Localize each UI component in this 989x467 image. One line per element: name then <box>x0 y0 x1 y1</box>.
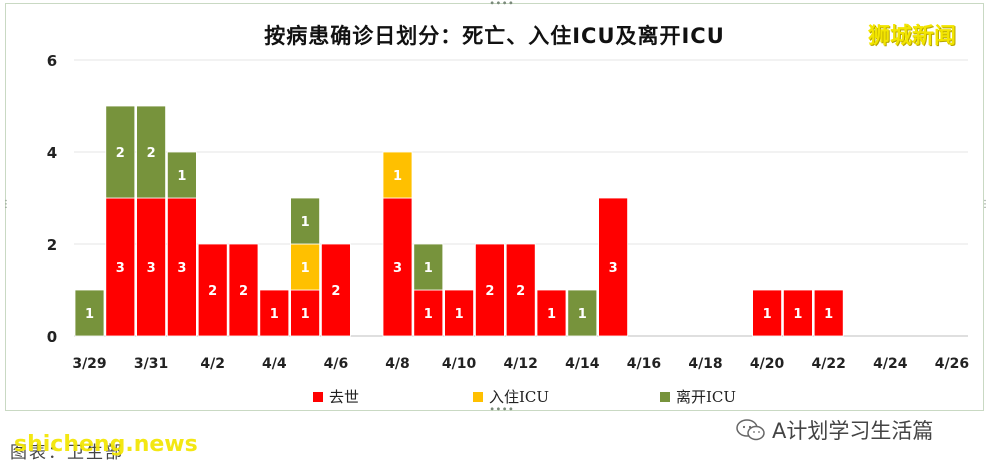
legend-item-deaths: 去世 <box>313 386 359 407</box>
legend-item-icu-out: 离开ICU <box>660 386 736 407</box>
x-tick-label: 3/29 <box>72 356 106 372</box>
legend-swatch-icu-in <box>473 391 483 402</box>
x-tick-label: 4/18 <box>688 356 722 372</box>
legend-label-icu-out: 离开ICU <box>676 388 737 406</box>
bar-value-label: 3 <box>177 261 186 276</box>
chart-legend: 去世 入住ICU 离开ICU <box>0 386 989 406</box>
bar-segment <box>567 289 598 337</box>
watermark-text: shicheng.news <box>14 432 198 457</box>
bar-segment <box>382 197 413 337</box>
bar-value-label: 2 <box>516 284 525 299</box>
bar-segment <box>228 243 259 337</box>
resize-handle-bottom[interactable]: ∙∙∙∙ <box>489 404 515 415</box>
bar-value-label: 1 <box>793 307 802 322</box>
x-tick-label: 4/2 <box>200 356 225 372</box>
bar-value-label: 1 <box>455 307 464 322</box>
bar-value-label: 1 <box>547 307 556 322</box>
bar-value-label: 2 <box>147 146 156 161</box>
x-tick-label: 4/4 <box>262 356 287 372</box>
bar-segment <box>536 289 567 337</box>
y-tick-label: 0 <box>47 328 57 346</box>
figure-caption: 图表：卫生部 <box>10 443 124 463</box>
bar-segment <box>197 243 228 337</box>
y-tick-label: 6 <box>47 52 57 70</box>
bar-value-label: 1 <box>301 261 310 276</box>
x-tick-label: 4/14 <box>565 356 600 372</box>
x-tick-label: 4/22 <box>812 356 846 372</box>
resize-handle-right[interactable]: ⋮ <box>980 199 989 210</box>
x-tick-label: 4/12 <box>504 356 538 372</box>
x-tick-label: 4/6 <box>324 356 349 372</box>
bar-segment <box>74 289 105 337</box>
x-tick-label: 4/8 <box>385 356 410 372</box>
y-tick-label: 2 <box>47 236 57 254</box>
bar-segment <box>444 289 475 337</box>
bar-segment <box>783 289 813 337</box>
bar-segment <box>290 243 321 291</box>
y-tick-label: 4 <box>47 144 57 162</box>
x-tick-label: 4/10 <box>442 356 477 372</box>
bar-segment <box>752 289 782 337</box>
x-tick-label: 4/20 <box>750 356 785 372</box>
wechat-account-name: A计划学习生活篇 <box>772 419 934 443</box>
bar-value-label: 1 <box>393 169 402 184</box>
bar-value-label: 1 <box>424 261 433 276</box>
bar-segment <box>382 151 413 199</box>
bar-value-label: 1 <box>763 307 772 322</box>
bar-value-label: 1 <box>270 307 279 322</box>
bar-value-label: 1 <box>424 307 433 322</box>
bar-value-label: 1 <box>824 307 833 322</box>
x-tick-label: 4/24 <box>873 356 908 372</box>
resize-handle-top[interactable]: ∙∙∙∙ <box>489 0 515 9</box>
legend-label-icu-in: 入住ICU <box>489 388 550 406</box>
bar-segment <box>105 105 136 199</box>
bar-segment <box>136 197 167 337</box>
bar-segment <box>413 289 444 337</box>
bar-segment <box>105 197 136 337</box>
wechat-icon <box>736 419 765 441</box>
bar-value-label: 3 <box>147 261 156 276</box>
legend-swatch-icu-out <box>660 391 670 402</box>
bar-value-label: 2 <box>208 284 217 299</box>
bar-segment <box>166 197 197 337</box>
bar-segment <box>413 243 444 291</box>
legend-label-deaths: 去世 <box>329 388 360 406</box>
bar-segment <box>474 243 505 337</box>
bar-segment <box>290 197 321 245</box>
bar-segment <box>136 105 167 199</box>
bar-value-label: 1 <box>301 215 310 230</box>
bar-value-label: 1 <box>301 307 310 322</box>
bar-value-label: 2 <box>116 146 125 161</box>
bar-value-label: 3 <box>116 261 125 276</box>
bar-value-label: 2 <box>485 284 494 299</box>
x-tick-label: 3/31 <box>134 356 168 372</box>
bar-value-label: 2 <box>239 284 248 299</box>
bar-segment <box>505 243 536 337</box>
brand-logo-text: 狮城新闻 <box>868 24 957 49</box>
wechat-account: A计划学习生活篇 <box>736 415 933 445</box>
bar-value-label: 3 <box>393 261 402 276</box>
legend-item-icu-in: 入住ICU <box>473 386 549 407</box>
bar-segment <box>166 151 197 199</box>
bar-segment <box>320 243 351 337</box>
legend-swatch-deaths <box>313 391 323 402</box>
bar-value-label: 1 <box>177 169 186 184</box>
chart-title: 按病患确诊日划分：死亡、入住ICU及离开ICU <box>264 24 725 48</box>
bar-segment <box>598 197 628 337</box>
bar-segment <box>290 289 321 337</box>
x-tick-label: 4/26 <box>935 356 969 372</box>
bar-value-label: 1 <box>578 307 587 322</box>
bar-segment <box>813 289 844 337</box>
bar-value-label: 1 <box>85 307 94 322</box>
bar-value-label: 3 <box>609 261 618 276</box>
bar-segment <box>259 289 290 337</box>
x-tick-label: 4/16 <box>627 356 661 372</box>
resize-handle-left[interactable]: ⋮ <box>1 199 11 210</box>
bar-value-label: 2 <box>331 284 340 299</box>
